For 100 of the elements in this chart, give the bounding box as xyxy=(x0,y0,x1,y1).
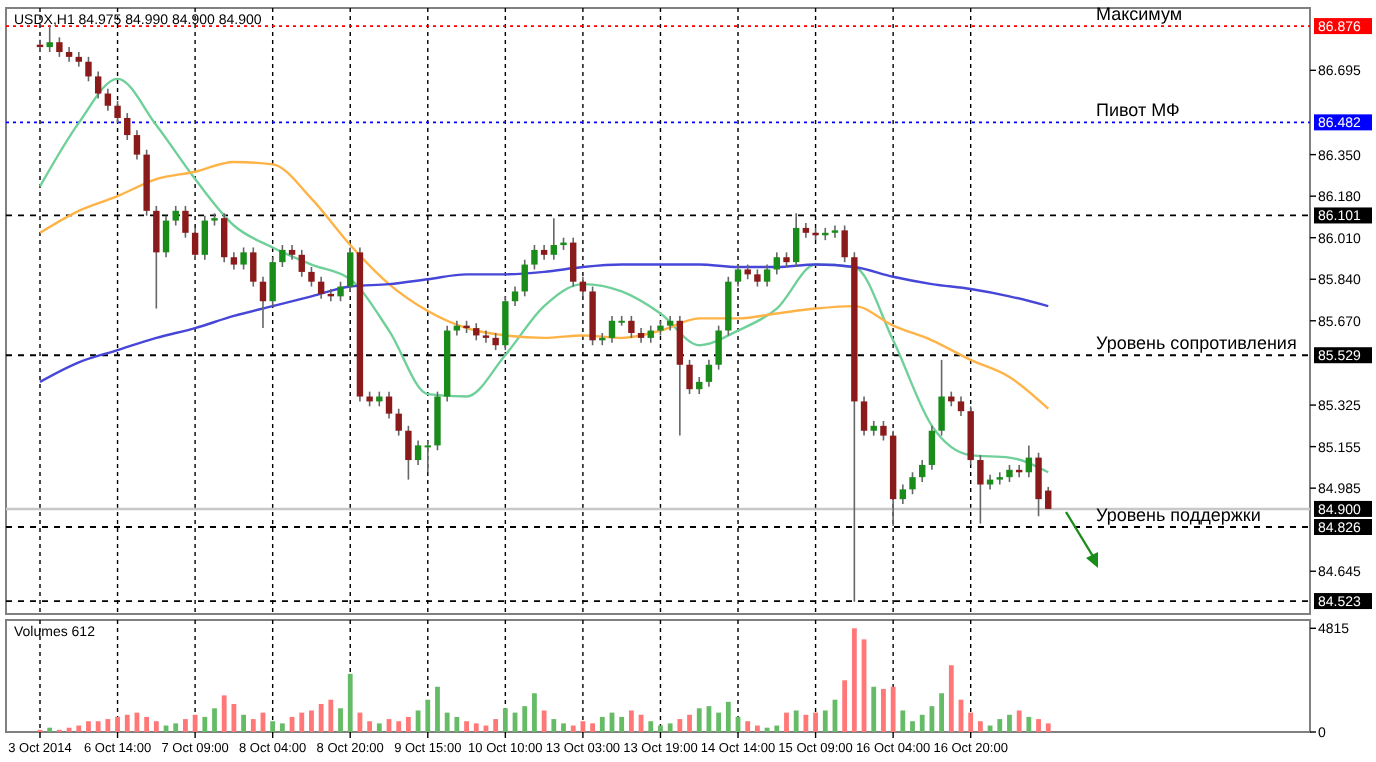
candlestick xyxy=(899,483,907,505)
bar xyxy=(522,706,528,732)
candlestick xyxy=(46,24,53,53)
bar xyxy=(76,725,82,732)
bar xyxy=(105,719,111,732)
bar xyxy=(628,710,634,732)
candlestick xyxy=(531,244,538,271)
bar xyxy=(1016,710,1022,732)
bar xyxy=(1036,719,1041,732)
bar xyxy=(309,710,314,732)
bar xyxy=(881,688,886,732)
bar xyxy=(541,710,547,732)
bar xyxy=(153,721,159,732)
line-series xyxy=(38,160,1050,410)
candlestick xyxy=(880,420,887,442)
bar xyxy=(493,719,499,732)
bar xyxy=(183,719,188,732)
bar xyxy=(231,704,237,732)
bar xyxy=(716,712,722,732)
bar xyxy=(900,710,906,732)
candlestick xyxy=(841,224,848,263)
candlestick xyxy=(259,275,267,329)
bar xyxy=(755,725,760,732)
bar xyxy=(813,712,818,732)
bar xyxy=(221,695,227,732)
bar xyxy=(948,665,954,732)
bar xyxy=(1026,716,1032,732)
bar xyxy=(667,723,673,732)
candlestick xyxy=(792,212,800,268)
candlestick xyxy=(550,217,558,261)
bar xyxy=(997,719,1003,732)
bar xyxy=(687,714,692,732)
bar xyxy=(338,708,343,732)
bar xyxy=(648,721,654,732)
bar xyxy=(396,721,402,732)
bar xyxy=(784,712,789,732)
bar xyxy=(328,699,334,732)
bar xyxy=(696,708,702,732)
candlestick xyxy=(395,407,402,437)
bar xyxy=(250,719,256,732)
candlestick xyxy=(221,212,228,263)
bar xyxy=(425,699,431,732)
candlestick xyxy=(201,214,209,261)
candlestick xyxy=(705,359,713,388)
candlestick xyxy=(182,205,189,239)
bar xyxy=(241,714,246,732)
bar xyxy=(124,714,130,732)
bar xyxy=(406,716,411,732)
candlestick xyxy=(240,246,247,271)
bar xyxy=(842,680,848,732)
candlestick xyxy=(686,359,693,395)
candlestick xyxy=(153,205,160,310)
bar xyxy=(619,716,625,732)
bar xyxy=(347,673,353,732)
candlestick xyxy=(909,471,916,496)
bar xyxy=(192,714,198,732)
candlestick xyxy=(831,224,839,239)
candlestick xyxy=(521,258,528,298)
candlestick xyxy=(860,395,868,437)
bar xyxy=(115,716,120,732)
candlestick xyxy=(308,266,315,288)
bar xyxy=(793,710,799,732)
candlestick xyxy=(715,324,722,371)
candlestick xyxy=(919,459,926,483)
bar xyxy=(1045,723,1051,732)
ref-line-label: Уровень сопротивления xyxy=(1096,333,1297,354)
ref-line-label: Пивот МФ xyxy=(1096,100,1180,121)
candlestick xyxy=(957,395,965,417)
bar xyxy=(270,721,276,732)
bar xyxy=(910,721,915,732)
candlestick xyxy=(191,227,199,261)
bar xyxy=(890,686,896,732)
candlestick xyxy=(977,454,984,525)
bar xyxy=(745,721,751,732)
bar xyxy=(95,721,101,732)
bar xyxy=(1007,714,1012,732)
candlestick xyxy=(85,56,92,83)
bar xyxy=(502,708,508,732)
candlestick xyxy=(317,275,325,300)
bar xyxy=(919,714,925,732)
bar xyxy=(173,723,179,732)
bar xyxy=(570,725,576,732)
candlestick xyxy=(763,263,771,288)
candlestick xyxy=(124,112,131,141)
candlestick xyxy=(570,236,577,288)
bar xyxy=(822,710,828,732)
candlestick xyxy=(938,359,945,437)
candlestick xyxy=(347,246,354,293)
bar xyxy=(454,716,460,732)
candlestick xyxy=(996,471,1003,486)
candlestick xyxy=(298,249,305,278)
bar xyxy=(376,723,382,732)
candlestick xyxy=(734,263,742,288)
candlestick xyxy=(162,214,170,259)
bar xyxy=(299,712,305,732)
candlestick xyxy=(172,205,179,227)
bar xyxy=(851,628,857,732)
bar xyxy=(551,719,557,732)
candlestick xyxy=(250,246,257,288)
candlestick xyxy=(405,425,412,481)
